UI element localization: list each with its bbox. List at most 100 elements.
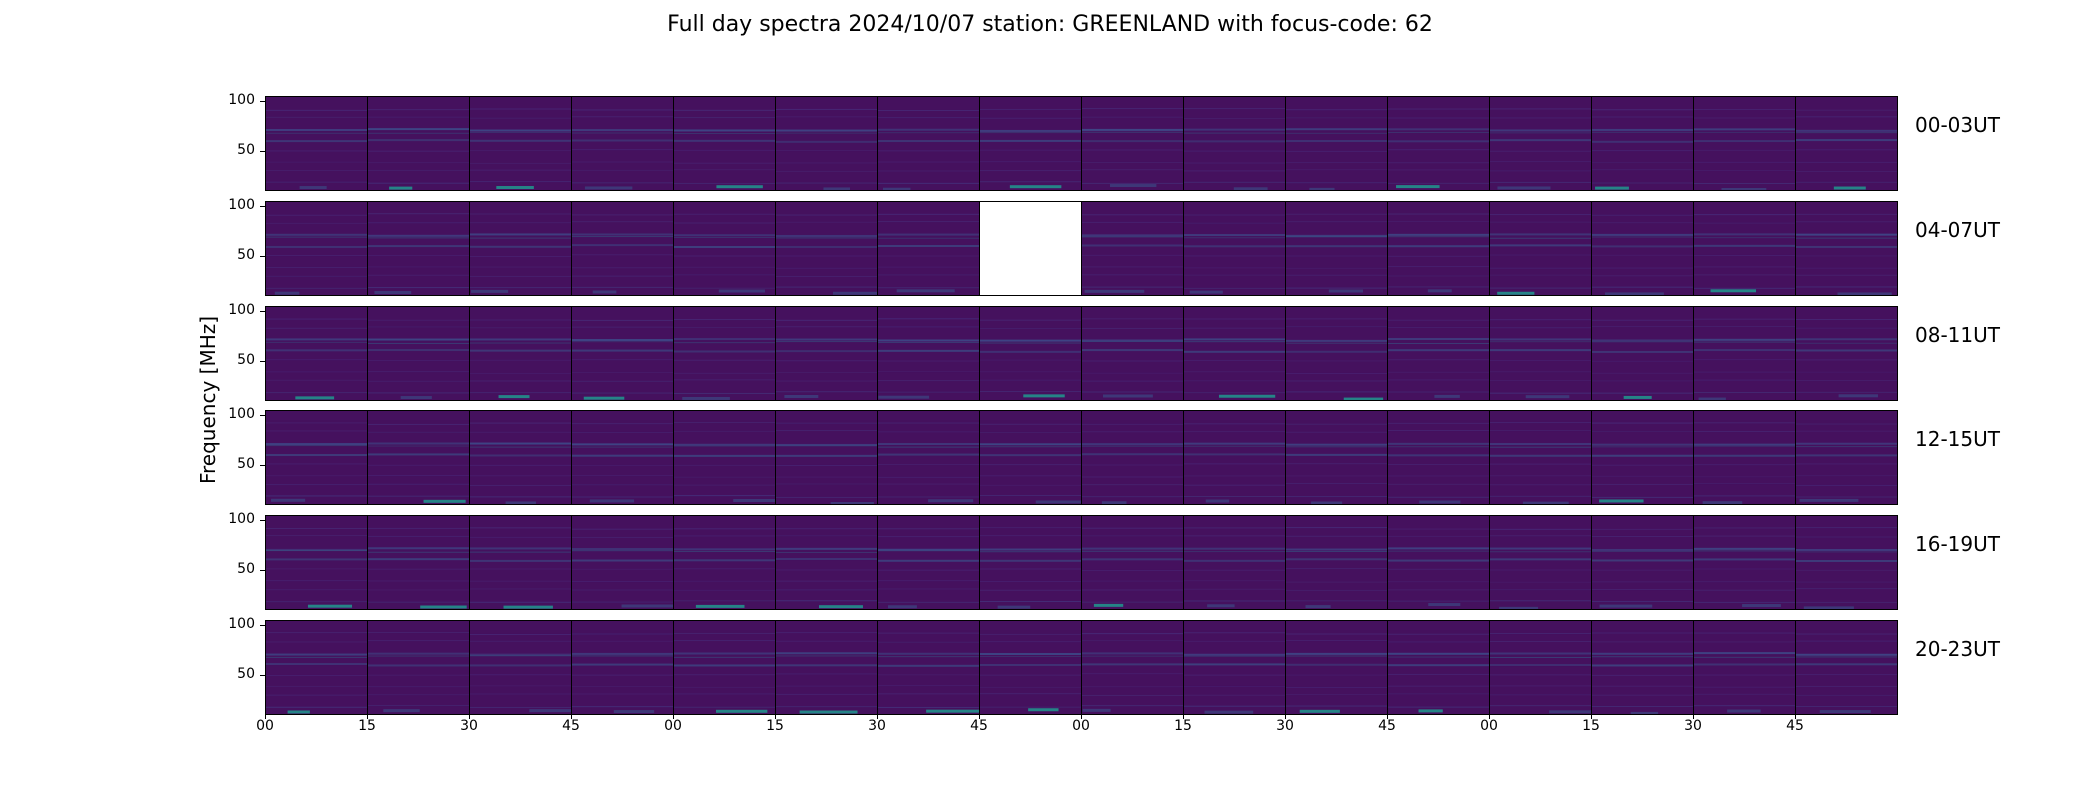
row-time-label: 08-11UT	[1915, 323, 2000, 347]
y-tick-mark	[260, 675, 265, 676]
y-tick-mark	[260, 520, 265, 521]
spectrum-panel	[1183, 306, 1286, 401]
spectrum-panel	[1183, 201, 1286, 296]
row-time-label: 00-03UT	[1915, 113, 2000, 137]
spectrum-panel	[1081, 515, 1184, 610]
spectrum-panel	[1693, 410, 1796, 505]
spectrum-panel	[1591, 201, 1694, 296]
spectrum-panel	[1591, 96, 1694, 191]
spectrum-panel	[265, 515, 368, 610]
x-tick-mark	[1285, 714, 1286, 719]
spectrum-panel	[1387, 306, 1490, 401]
spectrum-panel	[571, 306, 674, 401]
y-tick-label: 50	[237, 352, 255, 368]
spectrum-panel	[367, 515, 470, 610]
row-time-label: 16-19UT	[1915, 532, 2000, 556]
spectrum-panel	[367, 620, 470, 715]
spectrum-panel	[775, 410, 878, 505]
spectrum-panel	[469, 620, 572, 715]
spectrum-panel	[775, 201, 878, 296]
spectrum-panel	[1081, 201, 1184, 296]
spectrum-panel	[469, 306, 572, 401]
spectrum-panel	[673, 515, 776, 610]
x-tick-mark	[1693, 714, 1694, 719]
spectrum-panel	[1081, 96, 1184, 191]
y-tick-label: 50	[237, 666, 255, 682]
spectrum-panel	[877, 306, 980, 401]
x-tick-label: 30	[1684, 718, 1702, 734]
spectrum-panel	[469, 201, 572, 296]
spectrum-panel	[571, 620, 674, 715]
row-time-label: 20-23UT	[1915, 637, 2000, 661]
spectrum-panel	[1387, 96, 1490, 191]
x-tick-mark	[1081, 714, 1082, 719]
spectrum-panel	[1081, 306, 1184, 401]
x-tick-label: 45	[1786, 718, 1804, 734]
x-tick-label: 30	[1276, 718, 1294, 734]
spectrum-panel	[775, 620, 878, 715]
x-tick-label: 15	[358, 718, 376, 734]
y-tick-label: 100	[228, 92, 255, 108]
spectrum-panel	[1693, 201, 1796, 296]
spectrum-panel	[1693, 620, 1796, 715]
spectrum-panel	[1081, 620, 1184, 715]
y-tick-label: 100	[228, 616, 255, 632]
spectrum-panel	[877, 201, 980, 296]
x-tick-mark	[979, 714, 980, 719]
spectrum-panel	[1387, 410, 1490, 505]
y-tick-mark	[260, 101, 265, 102]
spectrum-panel	[877, 620, 980, 715]
x-tick-mark	[469, 714, 470, 719]
row-time-label: 12-15UT	[1915, 427, 2000, 451]
spectrum-panel	[1285, 96, 1388, 191]
y-tick-label: 50	[237, 561, 255, 577]
spectrum-panel	[1591, 306, 1694, 401]
spectrum-panel-missing	[979, 201, 1082, 296]
x-tick-label: 15	[1582, 718, 1600, 734]
x-tick-mark	[673, 714, 674, 719]
spectra-row-20-23ut	[265, 620, 1898, 715]
spectrum-panel	[265, 201, 368, 296]
spectrum-panel	[1183, 515, 1286, 610]
y-tick-mark	[260, 415, 265, 416]
x-tick-label: 30	[460, 718, 478, 734]
spectrum-panel	[469, 410, 572, 505]
spectrum-panel	[469, 96, 572, 191]
spectrum-panel	[979, 620, 1082, 715]
spectrum-panel	[571, 515, 674, 610]
y-tick-mark	[260, 361, 265, 362]
spectrum-panel	[367, 306, 470, 401]
x-tick-label: 30	[868, 718, 886, 734]
spectrum-panel	[673, 201, 776, 296]
spectrum-panel	[1387, 201, 1490, 296]
x-tick-mark	[265, 714, 266, 719]
spectrum-panel	[1795, 306, 1898, 401]
spectrum-panel	[1285, 620, 1388, 715]
y-tick-label: 50	[237, 142, 255, 158]
spectrum-panel	[1285, 306, 1388, 401]
y-tick-label: 50	[237, 456, 255, 472]
spectrum-panel	[265, 620, 368, 715]
y-axis-label: Frequency [MHz]	[196, 315, 220, 485]
spectrum-panel	[979, 515, 1082, 610]
spectra-row-04-07ut	[265, 201, 1898, 296]
y-tick-label: 100	[228, 302, 255, 318]
spectrum-panel	[265, 96, 368, 191]
spectrum-panel	[367, 96, 470, 191]
y-tick-label: 100	[228, 511, 255, 527]
spectrum-panel	[1387, 620, 1490, 715]
spectrum-panel	[571, 410, 674, 505]
x-tick-label: 15	[1174, 718, 1192, 734]
y-tick-label: 100	[228, 406, 255, 422]
y-tick-mark	[260, 570, 265, 571]
spectrum-panel	[877, 96, 980, 191]
spectrum-panel	[673, 96, 776, 191]
y-tick-label: 50	[237, 247, 255, 263]
y-tick-mark	[260, 151, 265, 152]
x-tick-mark	[775, 714, 776, 719]
x-tick-mark	[1795, 714, 1796, 719]
spectrum-panel	[775, 515, 878, 610]
row-time-label: 04-07UT	[1915, 218, 2000, 242]
y-tick-mark	[260, 625, 265, 626]
spectrum-panel	[1693, 515, 1796, 610]
